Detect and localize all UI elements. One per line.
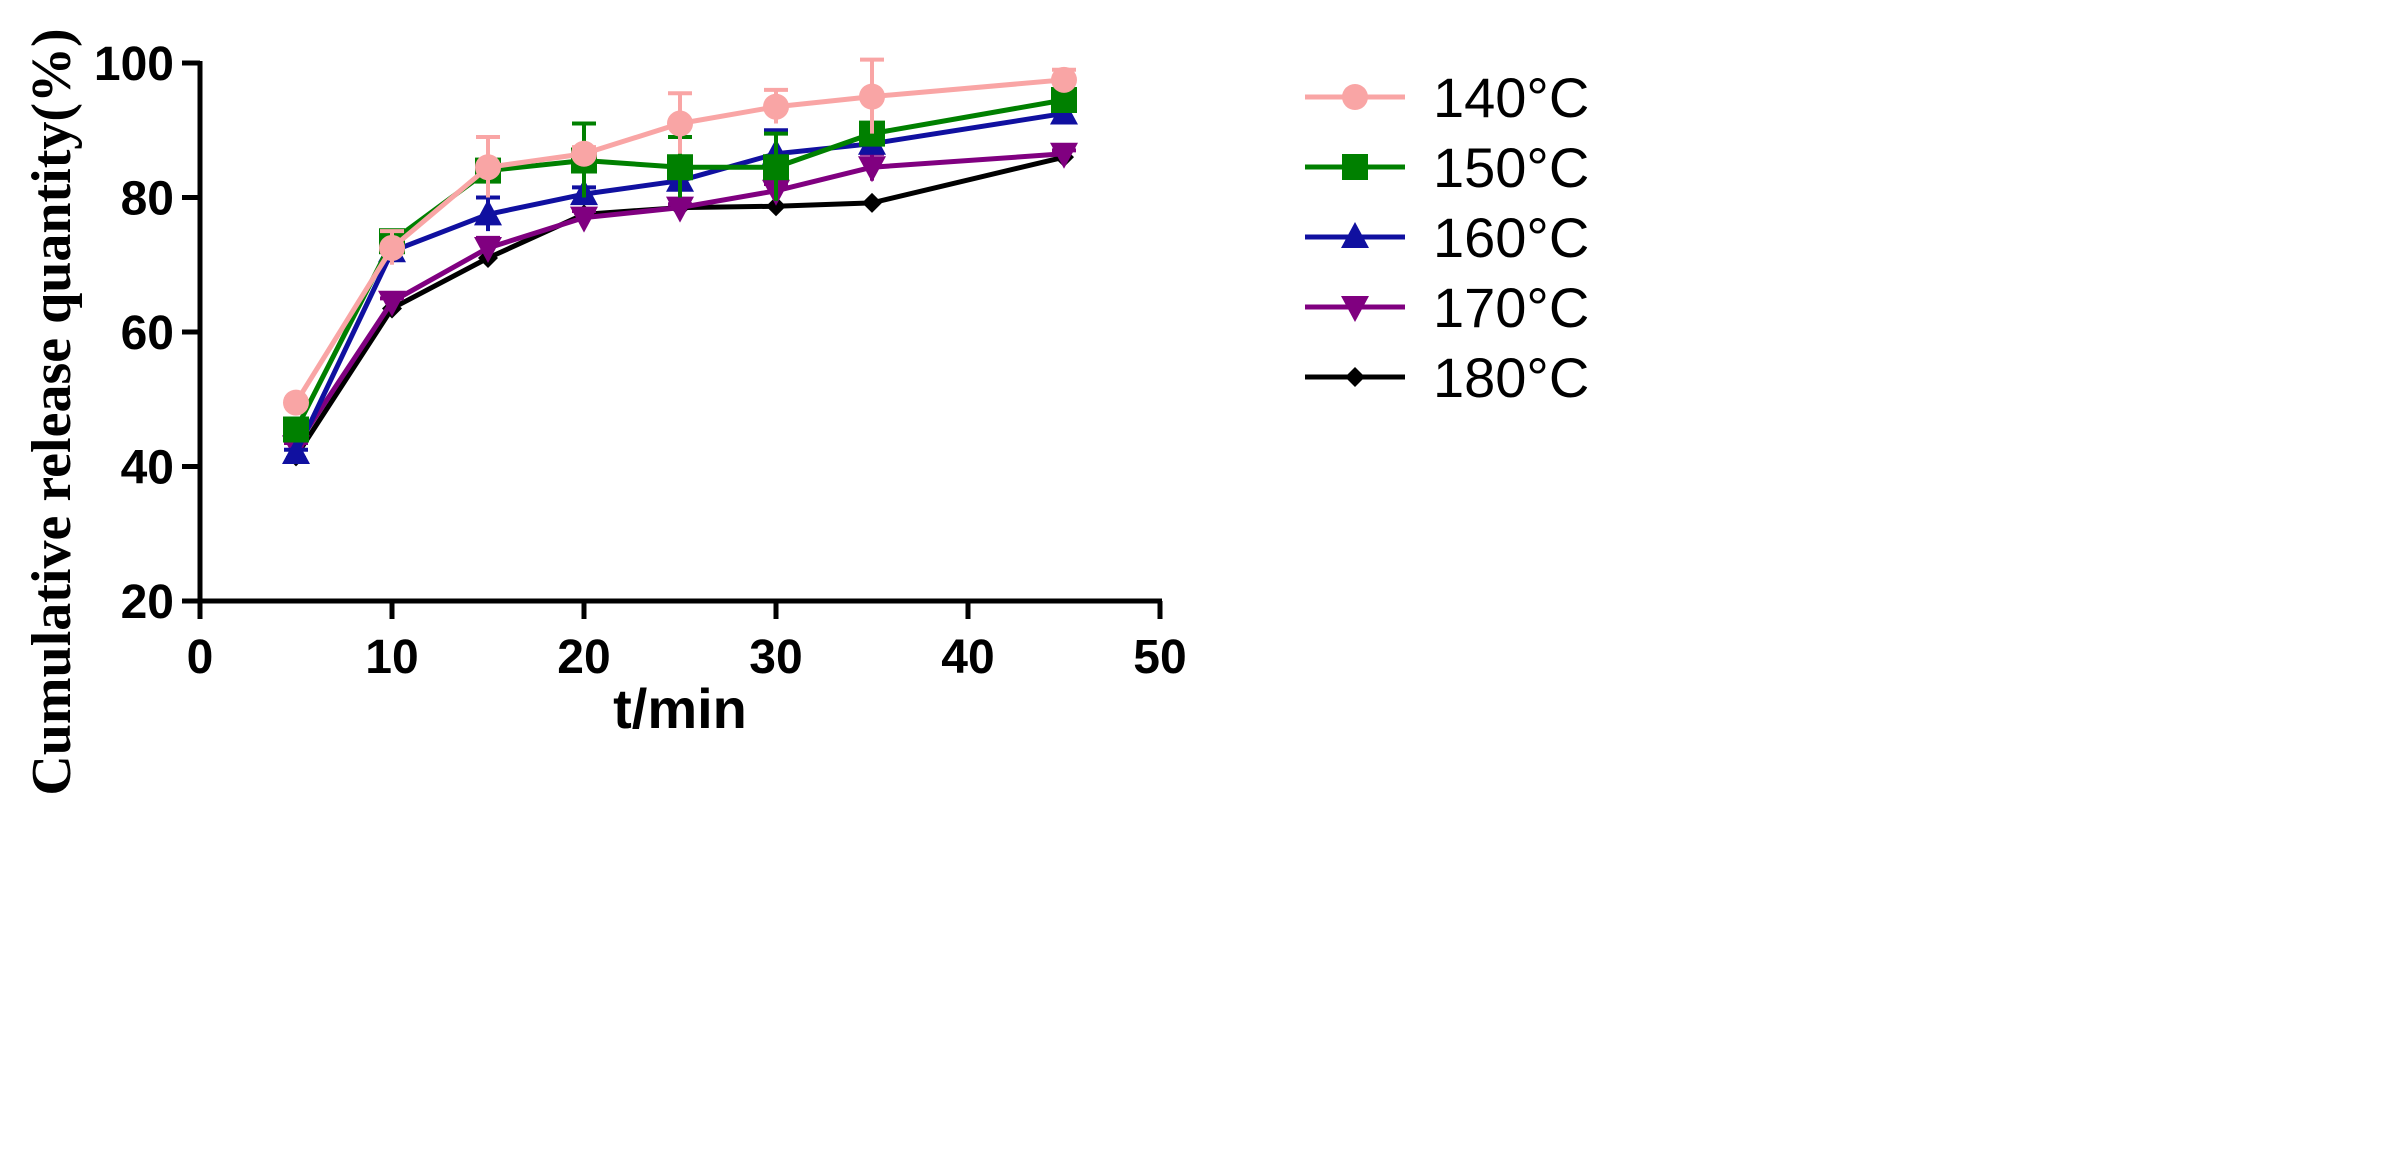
- legend-item-1: 140°C: [1305, 66, 1589, 129]
- series-line: [293, 110, 1065, 455]
- x-tick-label: 40: [941, 631, 994, 684]
- x-tick-label: 0: [187, 631, 214, 684]
- legend-label: 180°C: [1433, 346, 1589, 409]
- data-point: [859, 83, 885, 110]
- data-point: [378, 290, 406, 317]
- x-axis-title: t/min: [613, 677, 747, 740]
- y-axis-title: Cumulative release quantity(%): [21, 28, 83, 795]
- legend: 140°C 150°C 160°C 170°C 180°C: [1305, 66, 1589, 409]
- legend-item-5: 180°C: [1305, 346, 1589, 409]
- data-point: [1050, 142, 1078, 169]
- data-point: [475, 154, 501, 181]
- series-line: [293, 77, 1065, 404]
- x-tick-label: 10: [365, 631, 418, 684]
- x-tick-label: 20: [557, 631, 610, 684]
- legend-marker: [1341, 296, 1369, 322]
- series-line: [293, 151, 1065, 448]
- y-tick-label: 60: [121, 307, 174, 360]
- data-point: [283, 389, 309, 416]
- legend-marker: [1342, 154, 1368, 180]
- axes: 20 40 60 80 100 0 10 20 30 40 50 t/min Cumulative re…: [21, 28, 1187, 795]
- y-tick-label: 20: [121, 576, 174, 629]
- x-tick-label: 50: [1133, 631, 1186, 684]
- legend-item-4: 170°C: [1305, 276, 1589, 339]
- series-1: [283, 57, 1077, 416]
- legend-label: 140°C: [1433, 66, 1589, 129]
- data-point: [282, 438, 310, 465]
- y-tick-label: 40: [121, 442, 174, 495]
- y-tick-label: 80: [121, 173, 174, 226]
- legend-label: 170°C: [1433, 276, 1589, 339]
- data-point: [667, 154, 693, 181]
- data-point: [666, 196, 694, 223]
- legend-marker: [1342, 84, 1368, 110]
- y-tick-label: 100: [94, 38, 174, 91]
- x-tick-label: 30: [749, 631, 802, 684]
- series-2: [283, 86, 1077, 443]
- legend-marker: [1345, 367, 1365, 387]
- plot-area: [282, 57, 1078, 467]
- data-point: [570, 206, 598, 233]
- data-point: [763, 93, 789, 120]
- data-point: [474, 199, 502, 226]
- series-line: [293, 97, 1065, 431]
- data-point: [1051, 66, 1077, 93]
- data-point: [763, 154, 789, 181]
- data-point: [283, 416, 309, 443]
- data-point: [379, 234, 405, 261]
- legend-marker: [1341, 222, 1369, 248]
- data-point: [571, 140, 597, 167]
- data-point: [766, 196, 786, 217]
- data-point: [862, 192, 882, 213]
- data-point: [474, 236, 502, 263]
- legend-item-2: 150°C: [1305, 136, 1589, 199]
- data-point: [858, 156, 886, 183]
- data-point: [667, 110, 693, 137]
- legend-label: 160°C: [1433, 206, 1589, 269]
- legend-label: 150°C: [1433, 136, 1589, 199]
- legend-item-3: 160°C: [1305, 206, 1589, 269]
